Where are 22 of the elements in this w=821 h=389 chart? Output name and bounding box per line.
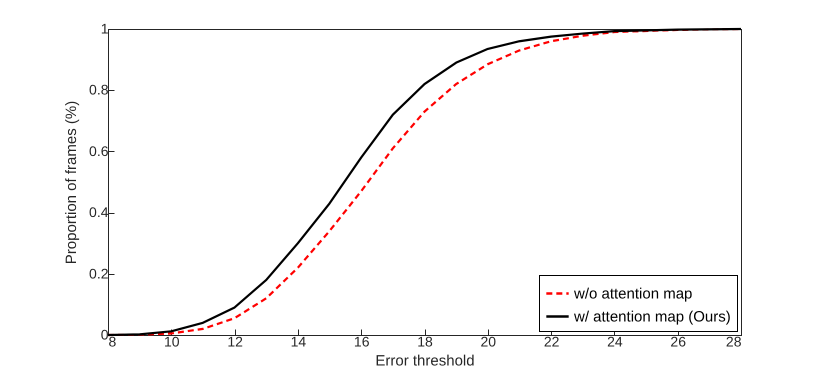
legend-label: w/ attention map (Ours) [573, 308, 731, 326]
x-tick-label: 8 [108, 334, 116, 350]
x-tick-label: 14 [290, 334, 306, 350]
x-tick-label: 18 [417, 334, 433, 350]
y-axis-title: Proportion of frames (%) [63, 100, 80, 264]
y-tick-label: 1 [100, 20, 109, 36]
y-tick-label: 0.2 [89, 265, 109, 282]
y-tick-label: 0.4 [89, 204, 109, 220]
legend-label: w/o attention map [573, 286, 692, 302]
y-tick-label: 0 [100, 326, 109, 342]
y-tick-label: 0.6 [89, 142, 109, 159]
line-series [106, 28, 742, 336]
y-tick-label: 0.8 [89, 82, 109, 98]
x-tick-label: 12 [227, 334, 244, 350]
x-tick-label: 24 [607, 334, 623, 350]
x-tick-label: 10 [164, 334, 180, 350]
x-tick-label: 26 [670, 334, 686, 350]
x-tick-label: 28 [726, 334, 742, 350]
x-tick-label: 22 [544, 334, 560, 350]
x-tick-label: 16 [354, 334, 370, 350]
x-tick-label: 20 [480, 334, 496, 350]
x-axis-title: Error threshold [375, 352, 475, 370]
